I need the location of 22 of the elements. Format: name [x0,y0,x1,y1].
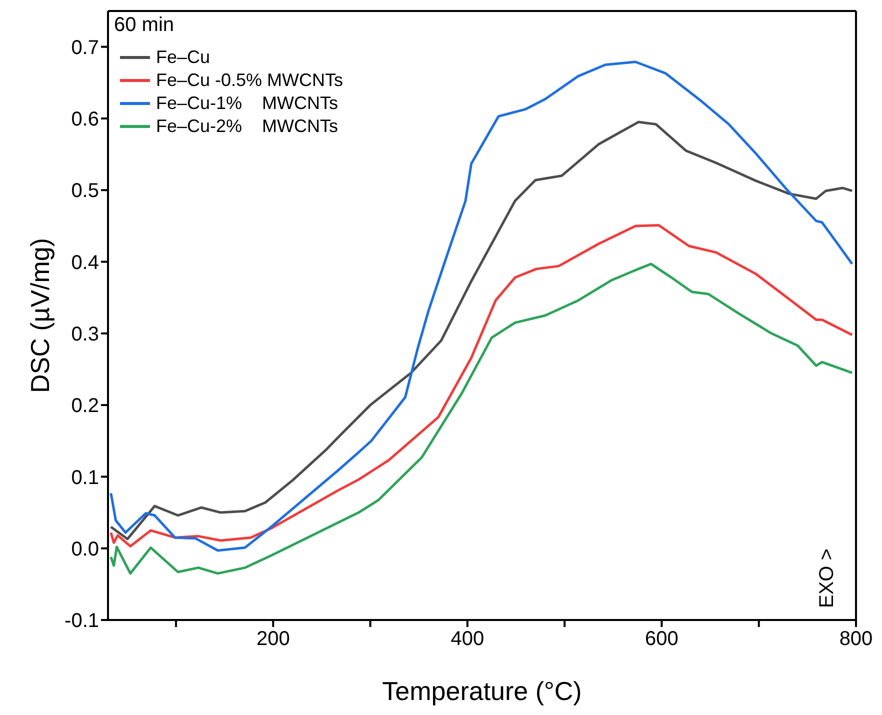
x-tick-label: 200 [256,628,290,650]
y-tick-label: 0.1 [71,466,99,489]
y-tick-label: 0.4 [71,252,99,274]
x-axis-title: Temperature (°C) [382,676,582,706]
y-tick-label: 0.3 [71,324,99,346]
y-tick-label: -0.1 [64,610,99,632]
x-tick-label: 800 [839,628,873,650]
y-tick-label: 0.0 [71,538,99,560]
annotation: EXO > [816,548,838,608]
y-tick-label: 0.7 [71,36,99,59]
legend-label: Fe–Cu -0.5% MWCNTs [156,70,344,91]
legend-label: Fe–Cu-1% MWCNTs [156,93,338,114]
legend-label: Fe–Cu [156,47,210,68]
y-tick-label: 0.6 [71,108,99,131]
y-tick-label: 0.2 [71,395,99,418]
annotation: 60 min [114,14,174,37]
y-axis-title: DSC (µV/mg) [25,238,56,394]
y-tick-label: 0.5 [71,180,99,202]
legend-label: Fe–Cu-2% MWCNTs [156,116,338,137]
x-tick-label: 600 [645,628,678,650]
x-tick-label: 400 [450,628,484,650]
line-series [110,224,854,548]
